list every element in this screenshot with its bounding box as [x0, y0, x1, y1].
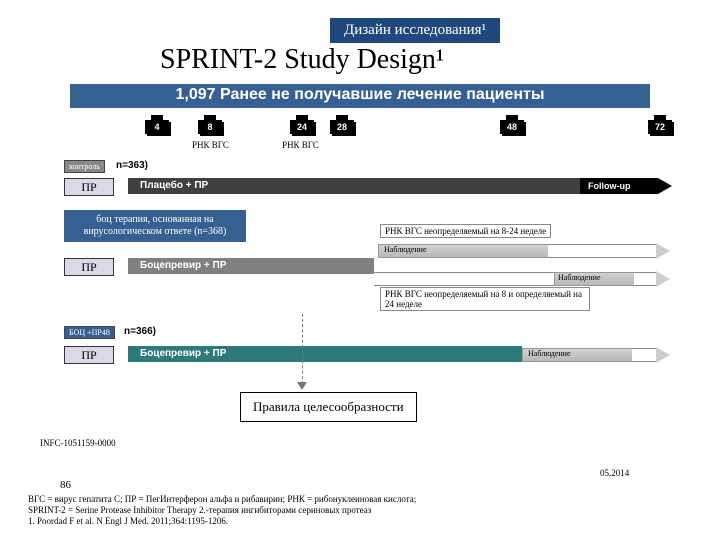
design-badge: Дизайн исследования¹ [330, 18, 500, 43]
arm2-arrow1-head [656, 243, 670, 259]
arm2-info: боц терапия, основанная на вирусологичес… [64, 210, 246, 242]
futility-dash-arrow [297, 382, 307, 390]
arm1-followup: Follow-up [588, 181, 631, 191]
week-8: 8 [198, 120, 222, 134]
arm2-pr: ПР [64, 258, 114, 276]
rnk-label-1: РНК ВГС [192, 140, 229, 150]
futility-dash [302, 314, 303, 384]
arm1-pr: ПР [64, 178, 114, 196]
arm2-bar-label: Боцепревир + ПР [140, 260, 226, 271]
legend1: ВГС = вирус гепатита C; ПР = ПегИнтерфер… [28, 494, 416, 505]
arm3-pr: ПР [64, 346, 114, 364]
arm3-n: n=366) [124, 326, 156, 337]
ref: 1. Poordad F et al. N Engl J Med. 2011;3… [28, 516, 228, 527]
week-28: 28 [330, 120, 354, 134]
arm1-n: n=363) [116, 160, 148, 171]
arm2-obs2: Наблюдение [558, 273, 601, 282]
arm2-arrow2 [634, 272, 656, 286]
arm3-bar-label: Боцепревир + ПР [140, 348, 226, 359]
week-48: 48 [500, 120, 524, 134]
week-72: 72 [648, 120, 672, 134]
arm2-arrow1 [548, 244, 656, 258]
arm2-note1: РНК ВГС неопределяемый на 8-24 неделе [380, 224, 551, 238]
rnk-label-2: РНК ВГС [282, 140, 319, 150]
date: 05.2014 [600, 468, 629, 479]
page-number: 86 [60, 480, 71, 491]
arm3-arrow-head [656, 347, 670, 363]
ref-text: 1. Poordad F et al. N Engl J Med. 2011;3… [28, 516, 228, 526]
arm3-arrow [632, 348, 656, 362]
futility-box: Правила целесообразности [240, 392, 417, 422]
arm2-arrow2-head [656, 271, 670, 287]
subtitle: 1,097 Ранее не получавшие лечение пациен… [70, 86, 650, 104]
arm1-arrowhead [658, 178, 672, 194]
arm2-arrow2-stem [374, 272, 554, 286]
legend2: SPRINT-2 = Serine Protease Inhibitor The… [28, 505, 371, 516]
code: INFC-1051159-0000 [40, 438, 116, 449]
arm3-obs: Наблюдение [528, 349, 571, 358]
arm1-bar-label: Плацебо + ПР [140, 180, 208, 191]
page-title: SPRINT-2 Study Design¹ [160, 44, 444, 76]
week-24: 24 [290, 120, 314, 134]
arm1-tag: контроль [64, 160, 105, 173]
arm2-note2: РНК ВГС неопределяемый на 8 и определяем… [380, 287, 590, 311]
arm3-tag: БОЦ +ПР48 [64, 326, 115, 339]
week-4: 4 [145, 120, 169, 134]
arm2-obs: Наблюдение [384, 245, 427, 254]
